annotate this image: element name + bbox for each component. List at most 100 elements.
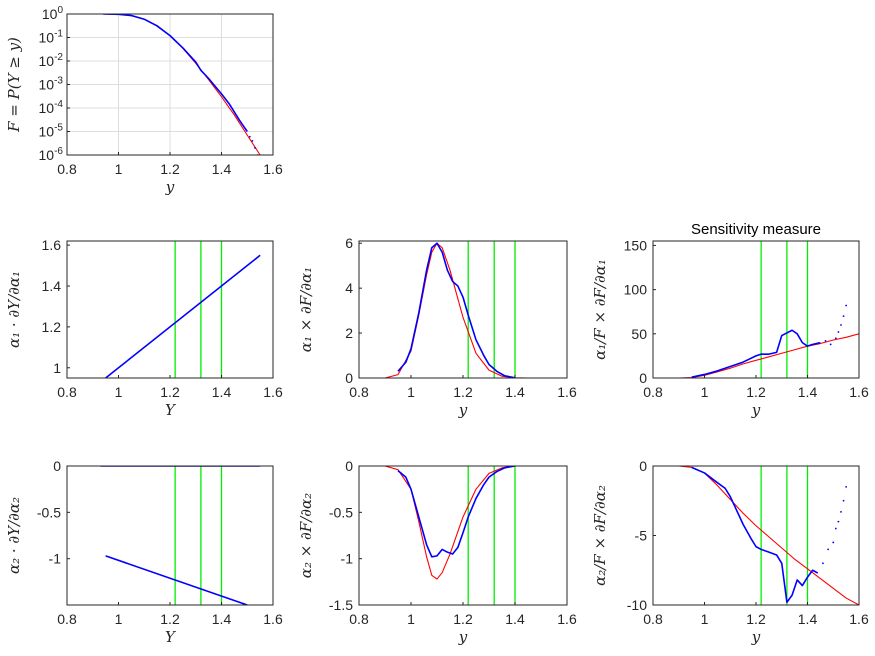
x-tick-label: 1.4 [798,384,818,400]
series-data-line [105,254,261,378]
x-tick-label: 1 [407,611,415,627]
x-tick-label: 1.2 [453,611,473,627]
series-data-tail-point [832,541,835,544]
y-tick-label: -1.5 [329,597,353,613]
y-axis-label: α₂/F × ∂F/∂α₂ [591,485,609,586]
y-tick-label: 0 [53,458,61,474]
y-tick-label: 0 [345,370,353,386]
x-tick-label: 1.6 [263,611,283,627]
plot-area [67,466,273,605]
y-tick-label: 100 [42,5,64,22]
x-tick-label: 0.8 [57,161,77,177]
x-tick-label: 1 [407,384,415,400]
series-data-tail-point [845,485,848,488]
x-tick-label: 1.6 [557,611,577,627]
series-data-tail-point [822,562,824,565]
series-data-line [397,466,516,558]
y-tick-label: 100 [624,282,648,298]
x-tick-label: 0.8 [349,611,369,627]
series-data-tail-point [842,499,845,502]
x-tick-label: 0.8 [57,384,77,400]
y-tick-label: 10-2 [39,52,64,69]
series-data-line [103,14,248,132]
y-tick-label: 10-3 [39,76,64,93]
x-tick-label: 1.4 [212,161,232,177]
x-tick-label: 1.2 [453,384,473,400]
x-tick-label: 1 [115,161,123,177]
x-tick-label: 1.2 [160,161,180,177]
data-layer [97,14,261,155]
x-tick-label: 0.8 [643,384,663,400]
y-tick-label: 4 [345,280,353,296]
y-tick-label: 0 [639,458,647,474]
y-tick-label: 2 [345,325,353,341]
series-data-tail-point [248,135,251,138]
x-axis-label: Y [165,628,177,646]
series-data-line [397,242,516,378]
x-axis-label: y [458,628,468,646]
y-tick-label: -10 [627,597,647,613]
x-tick-label: 1.6 [263,384,283,400]
y-tick-label: 1.4 [42,278,62,294]
series-data-tail-point [837,520,840,523]
series-data-tail-point [251,139,254,142]
axes-sensitivity-alpha2: 0.8 1 1.2 1.4 1.6 -10 -5 0 y α₂/F × ∂F/∂α₂ [591,458,869,646]
chart-title: Sensitivity measure [691,221,821,238]
x-axis-label: y [458,401,468,419]
series-data-line [691,466,819,604]
axes-dY-dalpha2: 0.8 1 1.2 1.4 1.6 -1 -0.5 0 Yα₂ · ∂Y/∂α₂ [5,458,283,646]
y-axis-label: α₁ × ∂F/∂α₁ [297,267,315,352]
series-model-line [678,333,859,378]
x-tick-label: 1 [115,611,123,627]
series-data-tail-point [840,510,842,513]
x-tick-label: 1.2 [746,384,766,400]
axes-sensitivity-alpha1: 0.8 1 1.2 1.4 1.6 0 50 100 150 y α₁/F × ∂F/∂α₁ Sens… [591,221,869,419]
y-tick-label: 1 [53,360,61,376]
series-data-tail-point [834,337,837,340]
series-data-tail-point [254,147,256,149]
data-layer [105,241,261,378]
x-tick-label: 1.2 [160,384,180,400]
y-tick-label: -1 [49,551,62,567]
y-tick-label: 1.2 [42,319,62,335]
plot-area [653,241,859,378]
y-tick-label: -5 [635,528,648,544]
x-tick-label: 1.6 [557,384,577,400]
data-layer [100,466,261,605]
series-data-tail-point [845,304,848,307]
y-tick-label: 0 [639,370,647,386]
y-tick-label: 6 [345,235,353,251]
data-layer [678,241,859,378]
x-tick-label: 1.4 [212,384,232,400]
y-tick-label: 50 [631,326,647,342]
series-model-line [384,466,567,580]
x-axis-label: y [165,178,175,196]
y-tick-label: 10-6 [39,146,64,163]
plot-area [359,466,567,605]
y-tick-label: 10-5 [39,123,64,140]
y-tick-label: -0.5 [329,504,353,520]
y-axis-label: α₁ · ∂Y/∂α₁ [5,271,23,348]
y-tick-label: 10-1 [39,29,64,46]
series-data-tail-point [829,343,832,346]
y-axis-label: α₂ · ∂Y/∂α₂ [5,497,23,574]
y-tick-label: 1.6 [42,237,62,253]
x-tick-label: 1 [115,384,123,400]
x-tick-label: 1 [701,384,709,400]
x-tick-label: 0.8 [57,611,77,627]
y-tick-label: 150 [624,237,648,253]
axes-dF-dalpha1: 0.8 1 1.2 1.4 1.6 0 2 4 6 y α₁ × ∂F/∂α₁ [297,235,577,419]
y-tick-label: -1 [341,551,354,567]
x-tick-label: 1.4 [505,384,525,400]
data-layer [678,466,859,605]
y-tick-label: 10-4 [39,99,64,116]
x-tick-label: 0.8 [349,384,369,400]
series-data-tail-point [827,548,829,551]
x-axis-label: Y [165,401,177,419]
series-data-tail-point [842,315,845,318]
x-tick-label: 1.2 [746,611,766,627]
x-tick-label: 1.6 [263,161,283,177]
y-axis-label: α₂ × ∂F/∂α₂ [297,493,315,578]
data-layer [384,466,567,605]
